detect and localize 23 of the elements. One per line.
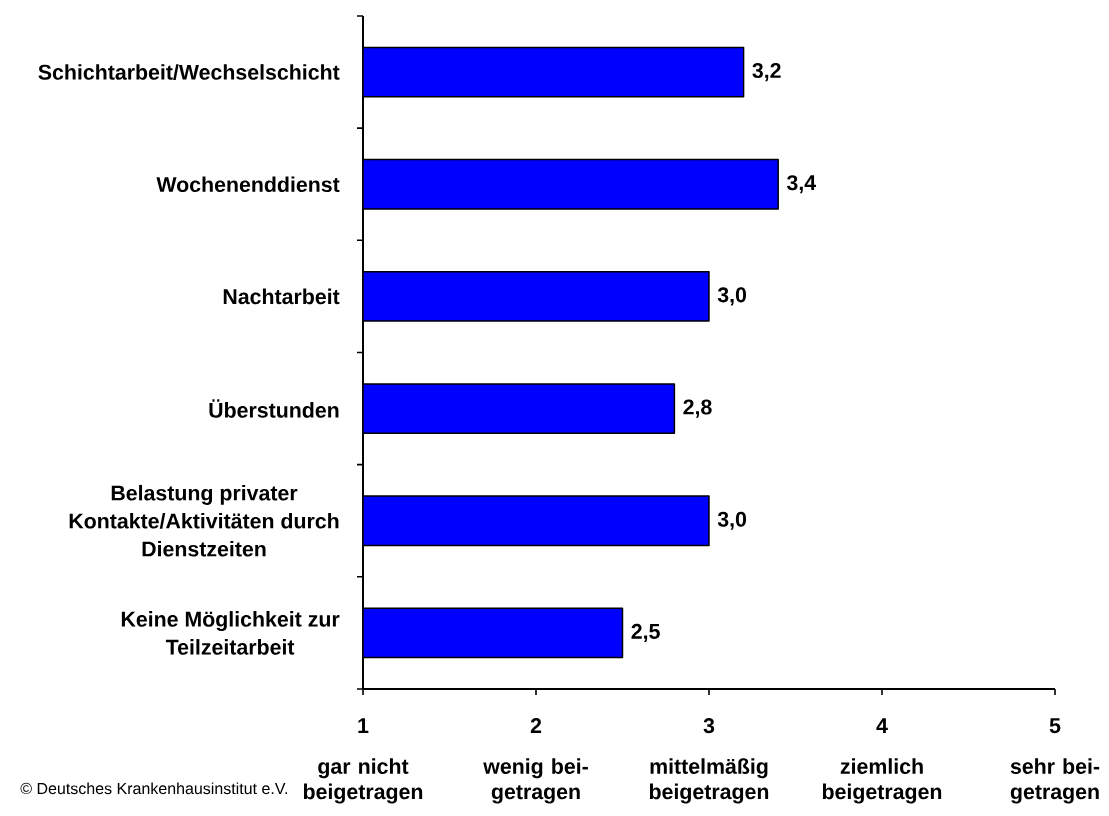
y-tick-label: Belastung privater Kontakte/Aktivitäten durch Dienstzeiten <box>69 484 339 557</box>
x-tick-label: 2 <box>530 718 542 733</box>
text: mittelmäßig beigetragen <box>649 758 769 804</box>
y-tick-label: Schichtarbeit/Wechselschicht <box>38 64 340 80</box>
data-label: 3,0 <box>717 511 747 530</box>
text: wenig bei-getragen <box>483 758 588 804</box>
data-label: 3,2 <box>752 62 781 82</box>
x-tick-label: 4 <box>876 718 888 733</box>
text: gar nicht beigetragen <box>303 758 423 804</box>
data-label: 2,8 <box>683 399 712 418</box>
x-tick-label: 3 <box>703 718 715 734</box>
data-label: 3,0 <box>717 287 747 306</box>
y-tick-label: Nachtarbeit <box>223 288 340 305</box>
data-label: 3,4 <box>786 175 817 194</box>
text: © Deutsches Krankenhausinstitut e.V. <box>20 782 288 795</box>
y-tick-label: Keine Möglichkeit zur Teilzeitarbeit <box>121 611 340 655</box>
x-tick-label: 5 <box>1049 718 1061 734</box>
y-tick-label: Wochenenddienst <box>156 176 340 193</box>
y-tick-label: Überstunden <box>209 399 339 418</box>
data-label: 2,5 <box>631 623 660 642</box>
text: sehr bei-getragen <box>1010 758 1100 804</box>
text: ziemlich beigetragen <box>822 758 942 804</box>
x-tick-label: 1 <box>358 718 369 733</box>
